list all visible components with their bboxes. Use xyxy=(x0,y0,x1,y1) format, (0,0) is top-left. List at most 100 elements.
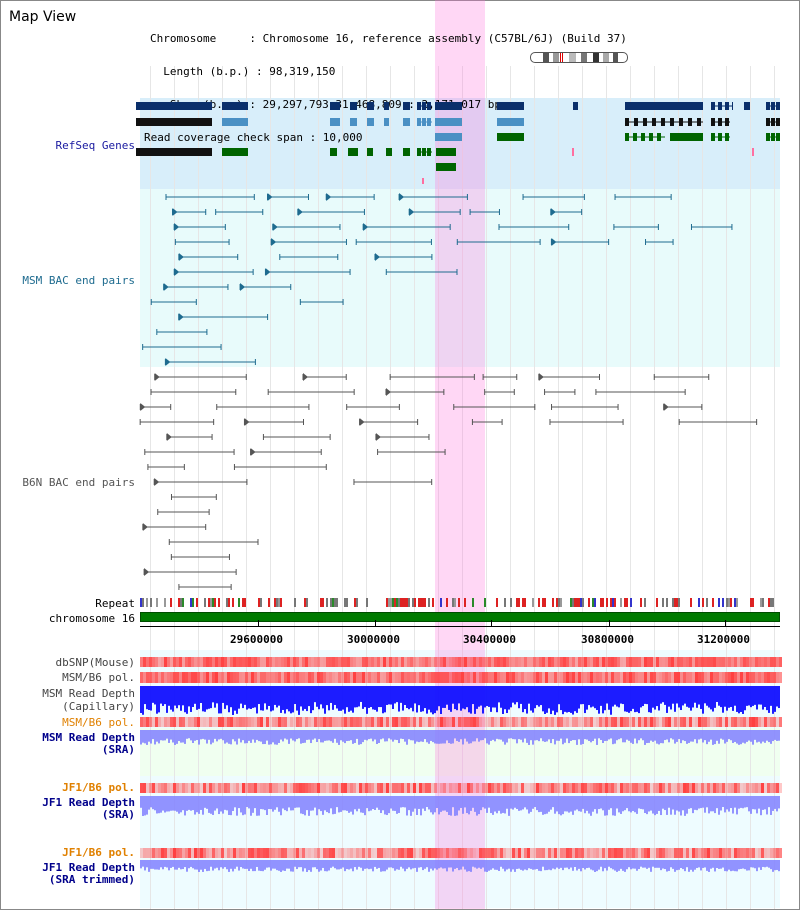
heatmap-cell[interactable] xyxy=(560,672,563,683)
bac-end-arrow[interactable] xyxy=(154,373,160,381)
heatmap-cell[interactable] xyxy=(368,783,371,793)
heatmap-cell[interactable] xyxy=(548,672,551,683)
depth-bar[interactable] xyxy=(306,796,308,811)
depth-bar[interactable] xyxy=(710,686,712,710)
heatmap-cell[interactable] xyxy=(458,848,461,858)
repeat-element[interactable] xyxy=(602,598,604,607)
depth-bar[interactable] xyxy=(230,730,232,745)
gene-block[interactable] xyxy=(497,102,524,110)
depth-bar[interactable] xyxy=(350,730,352,741)
depth-bar[interactable] xyxy=(560,860,562,868)
heatmap-cell[interactable] xyxy=(461,672,464,683)
heatmap-cell[interactable] xyxy=(689,672,692,683)
depth-bar[interactable] xyxy=(516,730,518,744)
depth-bar[interactable] xyxy=(202,686,204,712)
depth-bar[interactable] xyxy=(588,686,590,706)
heatmap-cell[interactable] xyxy=(479,672,482,683)
heatmap-cell[interactable] xyxy=(743,783,746,793)
depth-bar[interactable] xyxy=(690,796,692,809)
depth-bar[interactable] xyxy=(424,686,426,709)
heatmap-cell[interactable] xyxy=(530,672,533,683)
depth-bar[interactable] xyxy=(774,860,776,871)
depth-bar[interactable] xyxy=(498,686,500,703)
depth-bar[interactable] xyxy=(260,730,262,742)
chromosome-bar[interactable] xyxy=(140,612,780,622)
depth-bar[interactable] xyxy=(506,860,508,870)
heatmap-cell[interactable] xyxy=(356,783,359,793)
gene-exon[interactable] xyxy=(711,133,715,141)
heatmap-cell[interactable] xyxy=(200,717,203,727)
depth-bar[interactable] xyxy=(758,796,760,809)
depth-bar[interactable] xyxy=(616,686,618,707)
depth-bar[interactable] xyxy=(300,686,302,707)
heatmap-cell[interactable] xyxy=(524,657,527,667)
heatmap-cell[interactable] xyxy=(437,672,440,683)
heatmap-cell[interactable] xyxy=(572,848,575,858)
depth-bar[interactable] xyxy=(438,860,440,869)
depth-bar[interactable] xyxy=(474,796,476,812)
depth-bar[interactable] xyxy=(332,730,334,743)
depth-bar[interactable] xyxy=(710,796,712,812)
heatmap-cell[interactable] xyxy=(686,717,689,727)
depth-bar[interactable] xyxy=(568,860,570,870)
heatmap-cell[interactable] xyxy=(194,657,197,667)
depth-bar[interactable] xyxy=(470,796,472,811)
depth-bar[interactable] xyxy=(240,730,242,743)
gene-exon[interactable] xyxy=(776,133,780,141)
depth-bar[interactable] xyxy=(504,686,506,710)
depth-bar[interactable] xyxy=(712,796,714,812)
depth-bar[interactable] xyxy=(250,860,252,869)
heatmap-cell[interactable] xyxy=(671,672,674,683)
depth-bar[interactable] xyxy=(630,686,632,712)
repeat-element[interactable] xyxy=(544,598,546,607)
depth-bar[interactable] xyxy=(338,796,340,813)
repeat-element[interactable] xyxy=(304,598,306,607)
heatmap-cell[interactable] xyxy=(662,672,665,683)
depth-bar[interactable] xyxy=(612,686,614,707)
heatmap-cell[interactable] xyxy=(449,783,452,793)
depth-bar[interactable] xyxy=(664,860,666,870)
depth-bar[interactable] xyxy=(556,796,558,812)
heatmap-cell[interactable] xyxy=(299,783,302,793)
depth-bar[interactable] xyxy=(732,686,734,711)
depth-bar[interactable] xyxy=(762,730,764,742)
depth-bar[interactable] xyxy=(776,730,778,741)
depth-bar[interactable] xyxy=(560,730,562,739)
heatmap-cell[interactable] xyxy=(416,657,419,667)
heatmap-cell[interactable] xyxy=(146,783,149,793)
depth-bar[interactable] xyxy=(558,686,560,705)
depth-bar[interactable] xyxy=(164,730,166,741)
depth-bar[interactable] xyxy=(720,686,722,708)
heatmap-cell[interactable] xyxy=(242,783,245,793)
depth-bar[interactable] xyxy=(230,686,232,708)
repeat-element[interactable] xyxy=(472,598,474,607)
heatmap-cell[interactable] xyxy=(383,783,386,793)
depth-bar[interactable] xyxy=(146,686,148,710)
depth-bar[interactable] xyxy=(524,796,526,808)
heatmap-cell[interactable] xyxy=(209,657,212,667)
heatmap-cell[interactable] xyxy=(170,657,173,667)
heatmap-cell[interactable] xyxy=(398,717,401,727)
depth-bar[interactable] xyxy=(652,796,654,814)
depth-bar[interactable] xyxy=(386,686,388,705)
heatmap-cell[interactable] xyxy=(203,657,206,667)
repeat-element[interactable] xyxy=(392,598,394,607)
depth-bar[interactable] xyxy=(434,796,436,813)
depth-bar[interactable] xyxy=(142,860,144,867)
depth-bar[interactable] xyxy=(194,730,196,741)
heatmap-cell[interactable] xyxy=(746,783,749,793)
gene-exon[interactable] xyxy=(208,118,212,126)
heatmap-cell[interactable] xyxy=(611,783,614,793)
depth-bar[interactable] xyxy=(270,860,272,871)
depth-bar[interactable] xyxy=(170,730,172,740)
depth-bar[interactable] xyxy=(596,860,598,872)
depth-bar[interactable] xyxy=(444,686,446,708)
heatmap-cell[interactable] xyxy=(608,783,611,793)
heatmap-cell[interactable] xyxy=(329,717,332,727)
depth-bar[interactable] xyxy=(586,730,588,740)
heatmap-cell[interactable] xyxy=(545,848,548,858)
gene-exon[interactable] xyxy=(136,148,140,156)
repeat-element[interactable] xyxy=(578,598,580,607)
heatmap-cell[interactable] xyxy=(641,848,644,858)
depth-bar[interactable] xyxy=(474,686,476,714)
